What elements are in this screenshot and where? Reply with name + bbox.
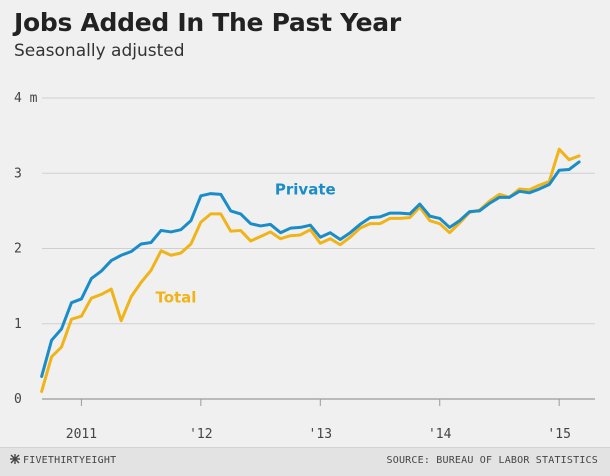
x-tick-label: '14 — [428, 427, 452, 442]
y-tick-label: 4 m — [14, 91, 38, 106]
brand-name: FIVETHIRTYEIGHT — [23, 455, 117, 466]
y-axis: 0 1 2 3 4 m — [14, 91, 38, 407]
y-tick-label: 1 — [14, 317, 22, 332]
y-tick-label: 2 — [14, 242, 22, 257]
series-line-total — [40, 147, 581, 393]
x-axis: 2011 '12 '13 '14 '15 — [66, 399, 571, 442]
fivethirtyeight-logo-icon — [10, 454, 20, 464]
y-tick-label: 0 — [14, 392, 22, 407]
x-tick-label: '15 — [547, 427, 570, 442]
series-label-total: Total — [155, 289, 196, 307]
x-tick-label: '12 — [189, 427, 212, 442]
x-tick-label: '13 — [309, 427, 332, 442]
line-chart: 2011 '12 '13 '14 '15 0 1 2 3 4 m Private Total — [14, 91, 595, 442]
x-tick-label: 2011 — [66, 427, 97, 442]
brand: FIVETHIRTYEIGHT — [10, 454, 116, 466]
chart-subtitle: Seasonally adjusted — [14, 41, 185, 61]
series-labels: Private Total — [155, 180, 335, 306]
y-tick-label: 3 — [14, 166, 22, 181]
series-lines — [40, 147, 581, 393]
grid-lines — [42, 97, 595, 400]
series-line-private — [40, 160, 581, 378]
footer: FIVETHIRTYEIGHT SOURCE: BUREAU OF LABOR … — [0, 447, 610, 476]
series-label-private: Private — [275, 180, 336, 198]
chart-title: Jobs Added In The Past Year — [14, 8, 401, 37]
source-note: SOURCE: BUREAU OF LABOR STATISTICS — [386, 455, 598, 466]
